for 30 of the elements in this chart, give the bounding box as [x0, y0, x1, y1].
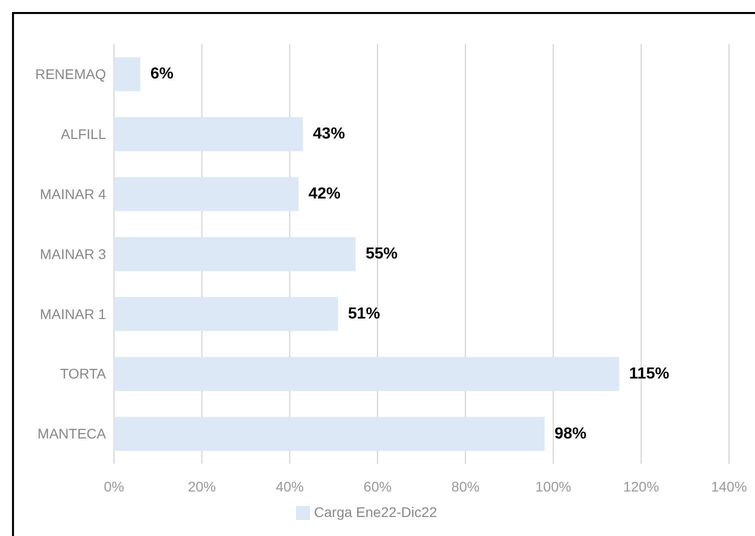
- y-tick-label: MANTECA: [38, 426, 107, 442]
- bar: [114, 177, 298, 212]
- x-tick-label: 80%: [451, 478, 480, 495]
- bar: [114, 297, 338, 332]
- bar: [114, 57, 140, 92]
- bar: [114, 117, 303, 152]
- x-tick-label: 0%: [104, 478, 124, 495]
- bar: [114, 356, 620, 391]
- x-tick-label: 100%: [535, 478, 572, 495]
- x-tick-label: 120%: [623, 478, 660, 495]
- text: 115%: [629, 365, 670, 382]
- text: 43%: [312, 126, 345, 143]
- x-tick-label: 140%: [711, 478, 747, 495]
- text: 51%: [348, 306, 380, 323]
- text: 98%: [554, 425, 587, 442]
- y-tick-label: MAINAR 1: [40, 306, 106, 322]
- bar: [114, 416, 544, 451]
- y-tick-label: TORTA: [60, 366, 107, 382]
- y-tick-label: MAINAR 3: [40, 246, 106, 262]
- text: 42%: [308, 186, 341, 203]
- legend-label: Carga Ene22-Dic22: [314, 504, 437, 520]
- text: 55%: [366, 246, 398, 263]
- y-tick-label: MAINAR 4: [40, 186, 106, 202]
- bar: [114, 237, 356, 272]
- y-tick-label: RENEMAQ: [35, 66, 106, 82]
- x-tick-label: 20%: [188, 478, 216, 495]
- x-tick-label: 60%: [364, 478, 392, 495]
- x-tick-label: 40%: [276, 478, 304, 495]
- y-tick-label: ALFILL: [60, 126, 106, 142]
- text: 6%: [150, 66, 174, 83]
